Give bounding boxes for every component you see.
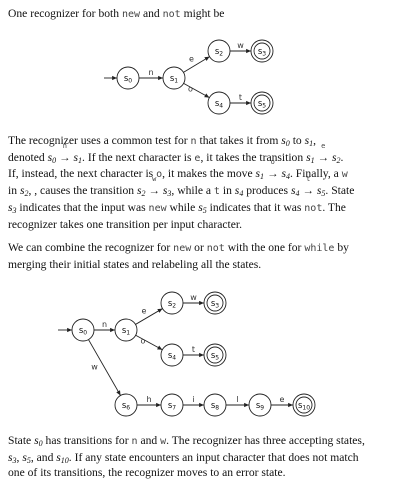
state-s4: s4 (160, 343, 184, 367)
state-s7: s7 (160, 393, 184, 417)
edge-s9-s10: e (271, 395, 293, 408)
state-s10: s10 (292, 393, 316, 417)
state-s6: s6 (114, 393, 138, 417)
edge-label-s4-s5: t (239, 93, 242, 102)
edge-label-s1-s4: o (188, 85, 193, 94)
para2: We can combine the recognizer for new or… (8, 241, 349, 271)
edge-label-s6-s7: h (146, 395, 151, 404)
state-label-s5: s5 (258, 99, 266, 110)
state-s1: s1 (114, 318, 138, 342)
state-s5: s5 (250, 91, 274, 115)
state-label-s10: s10 (298, 401, 310, 412)
edge-s8-s9: l (226, 395, 249, 408)
state-label-s2: s2 (215, 47, 223, 58)
state-label-s1: s1 (122, 326, 130, 337)
edge-label-s9-s10: e (280, 395, 285, 404)
edge-s4-s5: t (183, 345, 204, 358)
state-label-s7: s7 (168, 401, 176, 412)
state-s5: s5 (203, 343, 227, 367)
edge-label-s2-s3: w (237, 41, 244, 50)
edge-label-s0-s1: n (148, 68, 153, 77)
state-s1: s1 (162, 66, 186, 90)
fig1-state-diagram: n e w o t s0 s1 s2 s3 s4 s5 (104, 39, 274, 115)
edge-label-s8-s9: l (236, 395, 238, 404)
state-label-s4: s4 (215, 99, 223, 110)
state-label-s6: s6 (122, 401, 130, 412)
state-s3: s3 (203, 291, 227, 315)
fig2-state-diagram: n e w o t w h i l e s0 s1 s2 s3 s4 s5 s6 s7 s8 s9 s10 (58, 291, 316, 417)
edge-s7-s8: i (183, 395, 204, 408)
intro-text: One recognizer for both new and not migh… (8, 7, 225, 20)
state-label-s1: s1 (170, 74, 178, 85)
state-s4: s4 (207, 91, 231, 115)
edge-label-s0-s6: w (91, 363, 98, 372)
edge-s1-s2: e (183, 55, 210, 73)
state-s2: s2 (207, 39, 231, 63)
edge-s2-s3: w (183, 293, 204, 306)
para1: The recognizer uses a common test for n … (8, 134, 355, 231)
edge-label-s7-s8: i (192, 395, 194, 404)
edge-label-s0-s1: n (102, 320, 107, 329)
edge-label-s4-s5: t (192, 345, 195, 354)
state-label-s0: s0 (124, 74, 132, 85)
state-label-s9: s9 (256, 401, 264, 412)
state-label-s8: s8 (211, 401, 219, 412)
edge-s0-s6: w (88, 339, 121, 396)
state-label-s3: s3 (211, 299, 219, 310)
para3: State s0 has transitions for n and w. Th… (8, 434, 365, 480)
state-s9: s9 (248, 393, 272, 417)
state-s8: s8 (203, 393, 227, 417)
edge-s2-s3: w (230, 41, 251, 54)
state-label-s4: s4 (168, 351, 176, 362)
state-label-s2: s2 (168, 299, 176, 310)
edge-s0-s1: n (94, 320, 115, 333)
state-s0: s0 (71, 318, 95, 342)
edge-label-s1-s2: e (142, 307, 147, 316)
state-label-s5: s5 (211, 351, 219, 362)
state-s2: s2 (160, 291, 184, 315)
edge-label-s2-s3: w (190, 293, 197, 302)
edge-s6-s7: h (137, 395, 161, 408)
edge-label-s1-s2: e (189, 55, 194, 64)
state-label-s3: s3 (258, 47, 266, 58)
edge-s1-s2: e (135, 307, 163, 325)
state-label-s0: s0 (79, 326, 87, 337)
state-s0: s0 (116, 66, 140, 90)
state-s3: s3 (250, 39, 274, 63)
edge-s4-s5: t (230, 93, 251, 106)
edge-s1-s4: o (183, 82, 210, 99)
edge-s1-s4: o (135, 334, 163, 351)
edge-s0-s1: n (139, 68, 163, 81)
edge-label-s1-s4: o (141, 337, 146, 346)
